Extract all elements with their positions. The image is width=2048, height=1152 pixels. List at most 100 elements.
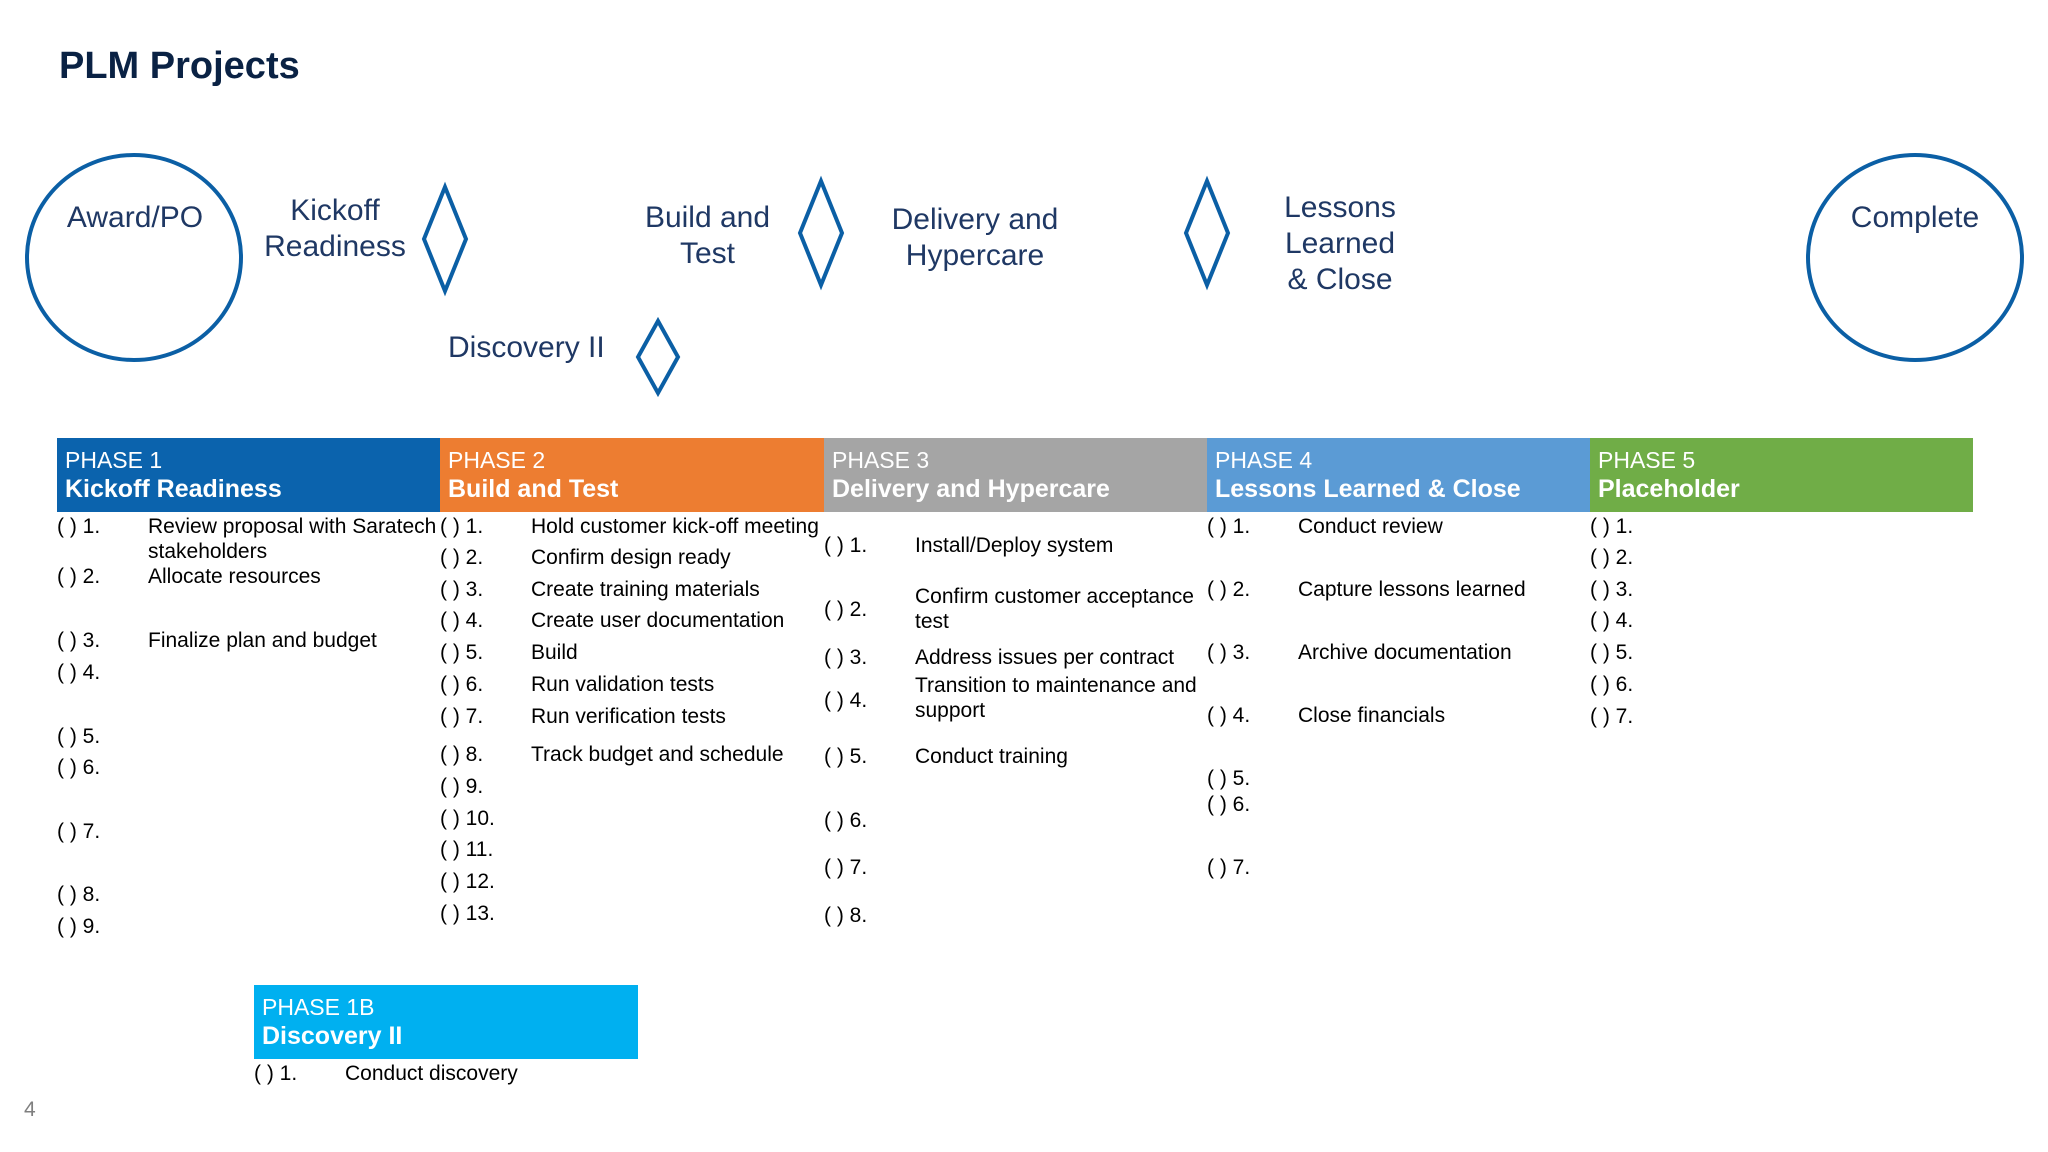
award-po-circle [25, 153, 243, 362]
phase-2-number: PHASE 2 [448, 447, 546, 473]
kickoff-label-line1: Kickoff [290, 194, 380, 227]
checkbox[interactable]: ( ) 4. [824, 689, 868, 712]
checkbox[interactable]: ( ) 7. [1207, 856, 1251, 879]
lessons-label-line2: Learned [1284, 227, 1396, 260]
complete-label: Complete [1850, 201, 1980, 234]
phase-3-header: PHASE 3 Delivery and Hypercare [824, 438, 1207, 512]
phase-1-name: Kickoff Readiness [65, 475, 282, 503]
kickoff-readiness-label: Kickoff Readiness [250, 193, 420, 265]
lessons-label-line3: & Close [1287, 263, 1393, 296]
lessons-label-line1: Lessons [1284, 191, 1396, 224]
checkbox[interactable]: ( ) 6. [1590, 673, 1634, 696]
checkbox[interactable]: ( ) 12. [440, 870, 495, 893]
item-text: Track budget and schedule [531, 743, 784, 766]
lessons-learned-label: Lessons Learned & Close [1255, 190, 1425, 298]
phase-3-number: PHASE 3 [832, 447, 930, 473]
checkbox[interactable]: ( ) 6. [440, 673, 484, 696]
award-po-label: Award/PO [66, 201, 204, 234]
kickoff-diamond [421, 181, 469, 297]
checkbox[interactable]: ( ) 5. [57, 725, 101, 748]
checkbox[interactable]: ( ) 2. [440, 546, 484, 569]
item-text: Create training materials [531, 578, 760, 601]
checkbox[interactable]: ( ) 7. [824, 856, 868, 879]
item-text: Transition to maintenance and support [915, 674, 1197, 722]
checkbox[interactable]: ( ) 6. [57, 756, 101, 779]
phase-2-name: Build and Test [448, 475, 619, 503]
checkbox[interactable]: ( ) 13. [440, 902, 495, 925]
checkbox[interactable]: ( ) 3. [1590, 578, 1634, 601]
checkbox[interactable]: ( ) 1. [1590, 515, 1634, 538]
item-text: Capture lessons learned [1298, 578, 1526, 601]
item-text: Finalize plan and budget [148, 629, 377, 652]
checkbox[interactable]: ( ) 7. [440, 705, 484, 728]
discovery-ii-label: Discovery II [448, 331, 605, 364]
checkbox[interactable]: ( ) 1. [1207, 515, 1251, 538]
item-text: Conduct training [915, 745, 1068, 768]
item-text: Install/Deploy system [915, 534, 1114, 557]
checkbox[interactable]: ( ) 4. [57, 661, 101, 684]
item-text: Close financials [1298, 704, 1446, 727]
phase-4-header: PHASE 4 Lessons Learned & Close [1207, 438, 1590, 512]
checkbox[interactable]: ( ) 9. [57, 915, 101, 938]
checkbox[interactable]: ( ) 5. [440, 641, 484, 664]
phase-1b-name: Discovery II [262, 1022, 403, 1050]
item-text: Confirm design ready [531, 546, 731, 569]
checkbox[interactable]: ( ) 1. [57, 515, 101, 538]
checkbox[interactable]: ( ) 4. [1207, 704, 1251, 727]
phase-1-item: ( ) 1. Review proposal with Saratech sta… [57, 514, 440, 564]
phase-2-header: PHASE 2 Build and Test [440, 438, 824, 512]
checkbox[interactable]: ( ) 2. [824, 598, 868, 621]
checkbox[interactable]: ( ) 8. [440, 743, 484, 766]
item-text: Conduct review [1298, 515, 1443, 538]
checkbox[interactable]: ( ) 11. [440, 838, 494, 861]
item-text: Create user documentation [531, 609, 785, 632]
delivery-label-line1: Delivery and [891, 203, 1059, 236]
page-number: 4 [24, 1098, 36, 1121]
phase-5-number: PHASE 5 [1598, 447, 1696, 473]
build-label-line1: Build and [644, 201, 771, 234]
checkbox[interactable]: ( ) 3. [57, 629, 101, 652]
phase-4-number: PHASE 4 [1215, 447, 1313, 473]
build-label-line2: Test [679, 237, 736, 270]
phase-1b-number: PHASE 1B [262, 994, 375, 1020]
delivery-hypercare-label: Delivery and Hypercare [870, 202, 1080, 274]
checkbox[interactable]: ( ) 2. [57, 565, 101, 588]
checkbox[interactable]: ( ) 3. [440, 578, 484, 601]
checkbox[interactable]: ( ) 5. [824, 745, 868, 768]
checkbox[interactable]: ( ) 8. [57, 883, 101, 906]
build-test-diamond [797, 175, 845, 291]
checkbox[interactable]: ( ) 1. [440, 515, 484, 538]
item-text: Confirm customer acceptance test [915, 585, 1194, 633]
checkbox[interactable]: ( ) 3. [824, 646, 868, 669]
item-text: Build [531, 641, 578, 664]
checkbox[interactable]: ( ) 9. [440, 775, 484, 798]
checkbox[interactable]: ( ) 6. [824, 809, 868, 832]
checkbox[interactable]: ( ) 5. [1590, 641, 1634, 664]
phase-1b-header: PHASE 1B Discovery II [254, 985, 638, 1059]
lessons-diamond [1183, 175, 1231, 291]
checkbox[interactable]: ( ) 3. [1207, 641, 1251, 664]
item-text: Archive documentation [1298, 641, 1512, 664]
checkbox[interactable]: ( ) 6. [1207, 793, 1251, 816]
checkbox[interactable]: ( ) 4. [1590, 609, 1634, 632]
checkbox[interactable]: ( ) 1. [254, 1062, 298, 1085]
phase-1-header: PHASE 1 Kickoff Readiness [57, 438, 440, 512]
checkbox[interactable]: ( ) 8. [824, 904, 868, 927]
checkbox[interactable]: ( ) 1. [824, 534, 868, 557]
build-test-label: Build and Test [630, 200, 785, 272]
checkbox[interactable]: ( ) 10. [440, 807, 495, 830]
page-title: PLM Projects [59, 45, 300, 87]
checkbox[interactable]: ( ) 2. [1207, 578, 1251, 601]
checkbox[interactable]: ( ) 5. [1207, 767, 1251, 790]
checkbox[interactable]: ( ) 2. [1590, 546, 1634, 569]
phase-4-name: Lessons Learned & Close [1215, 475, 1521, 503]
checkbox[interactable]: ( ) 4. [440, 609, 484, 632]
complete-circle [1806, 153, 2024, 362]
checkbox[interactable]: ( ) 7. [57, 820, 101, 843]
item-text: Review proposal with Saratech stakeholde… [148, 515, 437, 563]
item-text: Conduct discovery [345, 1062, 518, 1085]
item-text: Hold customer kick-off meeting [531, 515, 819, 538]
item-text: Run validation tests [531, 673, 715, 696]
item-text: Address issues per contract [915, 646, 1175, 669]
checkbox[interactable]: ( ) 7. [1590, 705, 1634, 728]
